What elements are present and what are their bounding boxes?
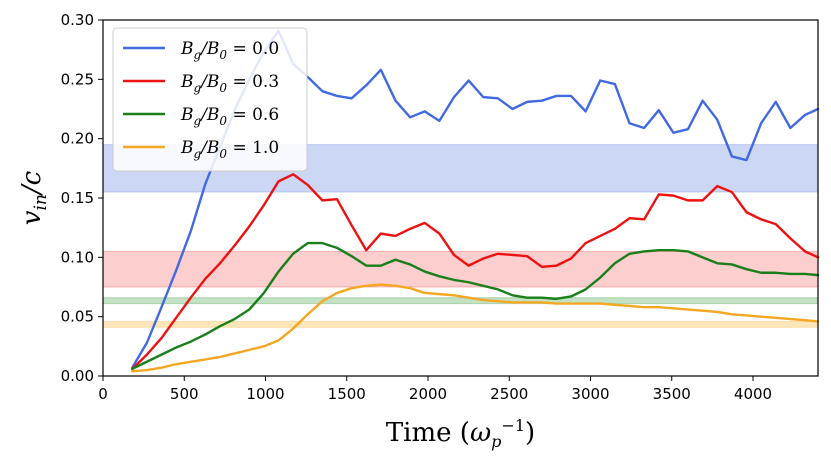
x-tick-label: 2000 <box>409 385 447 403</box>
x-tick-label: 3500 <box>653 385 691 403</box>
series-line-3 <box>131 283 820 373</box>
y-tick-label: 0.15 <box>61 189 94 207</box>
x-tick-label: 2500 <box>490 385 528 403</box>
legend-box <box>112 27 308 172</box>
y-tick-label: 0.25 <box>61 70 94 88</box>
y-axis: 0.00 0.05 0.10 0.15 0.20 0.25 0.30 <box>61 11 103 385</box>
x-tick-label: 1500 <box>328 385 366 403</box>
y-tick-label: 0.05 <box>61 308 94 326</box>
legend: Bg/B0 = 0.0 Bg/B0 = 0.3 Bg/B0 = 0.6 Bg/B0 =… <box>112 27 308 172</box>
band-2 <box>102 297 819 305</box>
y-tick-label: 0.10 <box>61 248 94 266</box>
series-line-1 <box>131 173 820 371</box>
legend-label-1: Bg/B0 = 0.3 <box>180 72 279 95</box>
y-tick-label: 0.30 <box>61 11 94 29</box>
band-3 <box>102 320 819 328</box>
legend-label-0: Bg/B0 = 0.0 <box>180 39 279 62</box>
x-tick-label: 4000 <box>734 385 772 403</box>
y-axis-title: vin/c <box>17 170 51 225</box>
x-tick-label: 1000 <box>246 385 284 403</box>
y-tick-label: 0.00 <box>61 367 94 385</box>
x-tick-label: 500 <box>170 385 199 403</box>
x-axis: 0 500 1000 1500 2000 2500 3000 3500 4000 <box>98 376 772 403</box>
x-axis-title: Time (ωp−1) <box>386 416 535 451</box>
x-tick-label: 3000 <box>571 385 609 403</box>
y-tick-label: 0.20 <box>61 130 94 148</box>
series-line-2 <box>131 241 820 371</box>
legend-label-3: Bg/B0 = 1.0 <box>180 138 279 161</box>
x-tick-label: 0 <box>98 385 108 403</box>
legend-label-2: Bg/B0 = 0.6 <box>180 105 279 128</box>
